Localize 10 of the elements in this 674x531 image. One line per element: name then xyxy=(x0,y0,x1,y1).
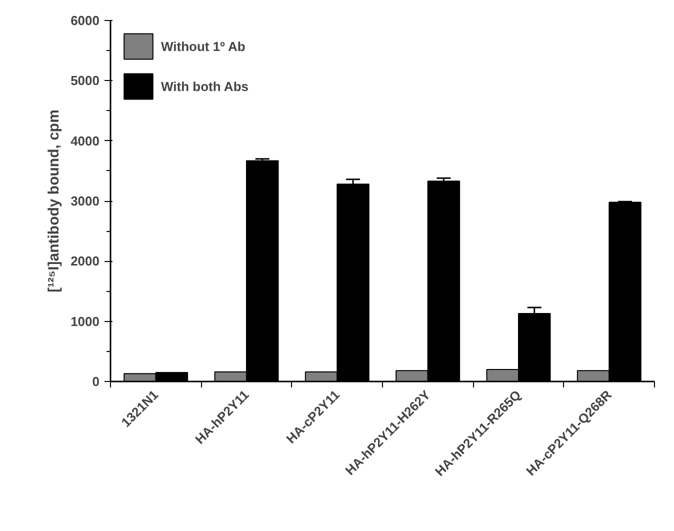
y-tick-label: 0 xyxy=(92,374,100,389)
legend-label: With both Abs xyxy=(161,78,248,94)
y-tick-label: 5000 xyxy=(70,73,100,88)
y-tick-label: 6000 xyxy=(70,13,100,28)
y-tick-label: 3000 xyxy=(70,194,100,208)
legend-label: Without 1º Ab xyxy=(161,38,246,54)
y-tick-label: 2000 xyxy=(70,254,100,269)
y-axis-title: [¹²⁵I]antibody bound, cpm xyxy=(46,110,63,292)
y-tick-label: 1000 xyxy=(70,314,100,329)
y-tick-label: 4000 xyxy=(70,133,100,148)
